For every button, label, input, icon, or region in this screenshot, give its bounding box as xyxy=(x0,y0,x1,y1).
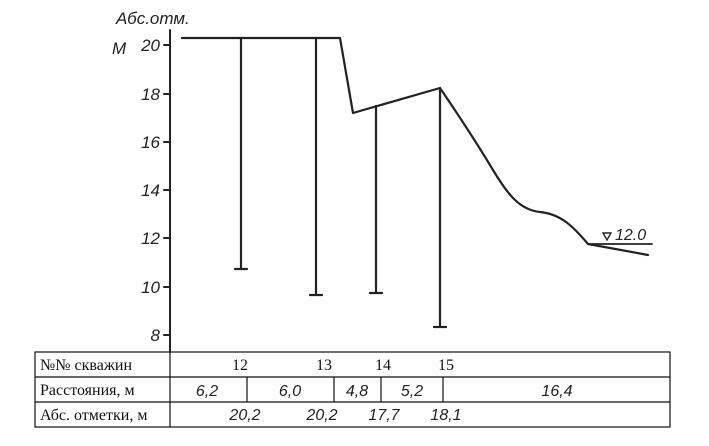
row-label-wells: №№ скважин xyxy=(40,357,132,374)
tick-label: 8 xyxy=(151,326,161,345)
borehole-14 xyxy=(368,104,384,295)
water-level-marker: 12.0 xyxy=(589,227,653,245)
elevation-cell: 18,1 xyxy=(430,407,461,424)
water-level-label: 12.0 xyxy=(615,227,646,244)
well-number-cell: 13 xyxy=(316,357,332,374)
tick-label: 12 xyxy=(141,229,160,248)
axis-ticks xyxy=(163,44,171,336)
row-label-elevations: Абс. отметки, м xyxy=(40,407,147,424)
well-number-cell: 12 xyxy=(232,357,248,374)
row-label-distances: Расстояния, м xyxy=(40,382,135,399)
water-level-triangle-icon xyxy=(601,232,613,242)
axis-title: Абс.отм. xyxy=(115,9,190,28)
distance-cell: 6,0 xyxy=(279,383,301,400)
axis-tick-labels: 20 18 16 14 12 10 8 xyxy=(140,36,160,345)
data-table: №№ скважин Расстояния, м Абс. отметки, м… xyxy=(34,351,671,428)
boreholes xyxy=(233,36,448,329)
tick-label: 16 xyxy=(141,133,160,152)
elevation-cell: 17,7 xyxy=(368,407,400,424)
elevation-cell: 20,2 xyxy=(228,407,260,424)
tick-label: 20 xyxy=(140,36,160,55)
distance-cell: 5,2 xyxy=(401,383,423,400)
axis-unit: М xyxy=(112,39,127,58)
tick-label: 18 xyxy=(141,85,160,104)
borehole-12 xyxy=(233,36,249,271)
distance-cell: 6,2 xyxy=(196,383,218,400)
tick-label: 14 xyxy=(141,181,160,200)
borehole-15 xyxy=(432,86,448,329)
elevation-cell: 20,2 xyxy=(305,407,337,424)
tick-label: 10 xyxy=(141,278,160,297)
well-number-cell: 15 xyxy=(438,357,454,374)
distance-cell: 16,4 xyxy=(541,383,572,400)
ground-surface-profile xyxy=(180,36,650,257)
borehole-13 xyxy=(308,36,324,297)
well-number-cell: 14 xyxy=(375,357,391,374)
distance-cell: 4,8 xyxy=(346,383,368,400)
table-border xyxy=(34,351,671,428)
